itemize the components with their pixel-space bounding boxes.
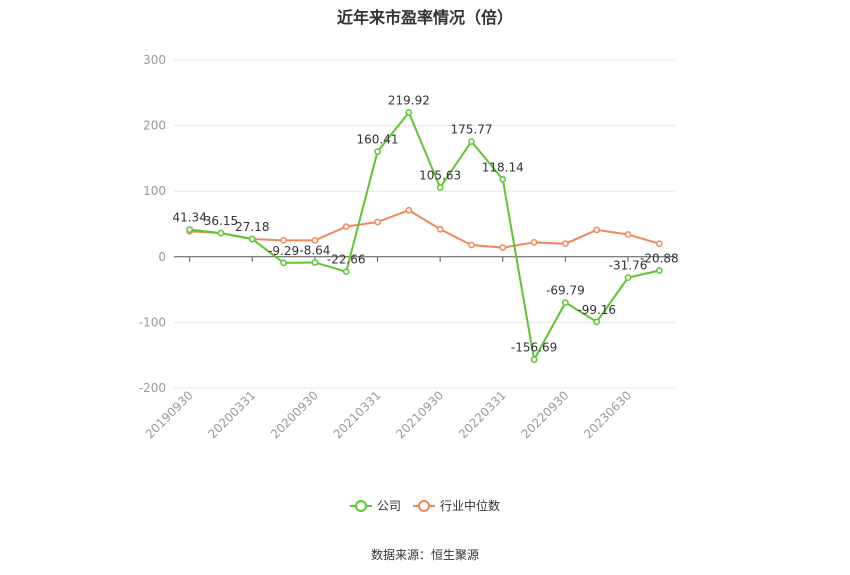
y-tick-label: -100 <box>139 315 166 329</box>
industry-point <box>655 240 663 248</box>
legend-company-label: 公司 <box>377 499 401 513</box>
industry-median-line <box>189 209 660 249</box>
x-tick-label: 20210930 <box>393 388 446 441</box>
company-point <box>342 268 350 276</box>
y-tick-label: 0 <box>158 250 166 264</box>
company-line <box>189 110 660 363</box>
company-point <box>655 267 663 274</box>
company-point <box>405 109 413 116</box>
data-label: 105.63 <box>419 169 461 183</box>
company-point <box>562 299 569 306</box>
industry-point <box>374 218 381 226</box>
data-label: 160.41 <box>357 133 399 147</box>
data-label: -22.66 <box>327 253 366 267</box>
data-label: 219.92 <box>388 94 430 108</box>
industry-point <box>530 239 538 246</box>
x-tick-label: 20220331 <box>456 388 509 441</box>
x-tick-label: 20220930 <box>518 388 571 441</box>
data-label: 41.34 <box>172 211 206 225</box>
legend-company-marker <box>355 500 367 512</box>
industry-point <box>468 241 475 249</box>
data-label: -20.88 <box>640 251 679 265</box>
x-tick-label: 20210331 <box>331 388 384 441</box>
industry-point <box>499 244 507 251</box>
industry-point <box>436 225 444 233</box>
data-label: -156.69 <box>511 341 557 355</box>
legend-industry-median-label: 行业中位数 <box>440 498 500 513</box>
x-tick-label: 20230630 <box>581 388 634 441</box>
y-tick-label: -200 <box>139 381 166 395</box>
y-tick-label: 200 <box>143 119 166 133</box>
company-point <box>248 235 256 243</box>
data-source: 数据来源：恒生聚源 <box>370 548 479 562</box>
x-tick-label: 20200930 <box>268 388 321 441</box>
company-point <box>624 274 632 281</box>
data-label: -9.29 <box>268 244 299 258</box>
company-point <box>468 138 475 145</box>
company-point <box>374 148 381 155</box>
data-label: 118.14 <box>482 160 524 174</box>
company-point <box>217 229 225 237</box>
industry-point <box>311 237 319 244</box>
data-label: 27.18 <box>235 220 269 234</box>
company-point <box>280 259 287 267</box>
data-label: -69.79 <box>546 284 585 298</box>
company-point <box>499 175 507 183</box>
x-tick-label: 20200331 <box>205 388 258 441</box>
y-tick-label: 100 <box>143 184 166 198</box>
company-point <box>530 356 538 363</box>
data-label: -31.76 <box>609 259 648 273</box>
chart-title: 近年来市盈率情况（倍） <box>336 8 513 27</box>
legend-industry-median-marker <box>418 500 430 512</box>
industry-point <box>593 226 601 234</box>
company-point <box>436 184 444 191</box>
industry-point <box>342 223 350 230</box>
company-point <box>311 259 319 266</box>
x-tick-label: 20190930 <box>143 388 196 441</box>
industry-point <box>405 206 413 214</box>
industry-point <box>624 231 632 238</box>
company-point <box>593 318 601 326</box>
industry-point <box>562 240 569 248</box>
data-label: 175.77 <box>450 122 492 136</box>
data-label: -99.16 <box>577 303 616 317</box>
data-label: -8.64 <box>299 243 330 257</box>
y-tick-label: 300 <box>143 53 166 67</box>
company-point <box>186 226 194 234</box>
data-label: 36.15 <box>204 214 238 228</box>
industry-point <box>280 237 287 244</box>
